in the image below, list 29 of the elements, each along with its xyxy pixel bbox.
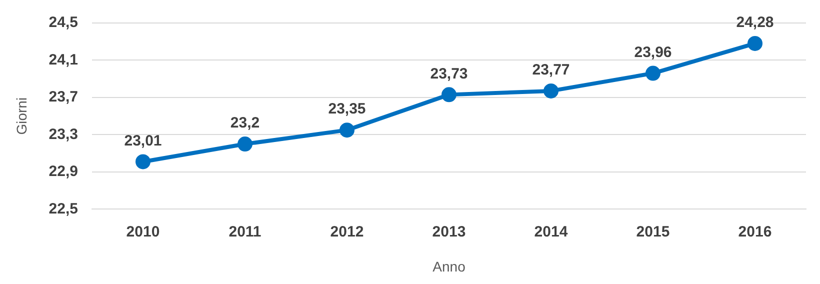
data-label: 24,28 — [736, 14, 774, 32]
point — [646, 66, 660, 81]
data-label: 23,77 — [532, 62, 570, 79]
y-axis-title: Giorni — [13, 97, 30, 135]
point — [441, 87, 456, 102]
point — [339, 122, 354, 138]
y-tick-label: 23,3 — [48, 126, 78, 143]
data-label: 23,2 — [230, 114, 260, 132]
x-tick-label: 2011 — [228, 223, 262, 240]
y-tick-label: 22,5 — [48, 200, 78, 218]
y-tick-label: 24,1 — [48, 51, 78, 68]
data-label: 23,96 — [634, 44, 672, 61]
point — [544, 83, 558, 98]
y-tick-label: 24,5 — [48, 14, 78, 32]
x-axis-title: Anno — [432, 258, 466, 274]
x-tick-label: 2015 — [636, 223, 670, 240]
point — [237, 136, 252, 152]
x-tick-label: 2014 — [534, 223, 568, 240]
x-tick-label: 2010 — [126, 223, 160, 240]
data-label: 23,73 — [430, 65, 468, 82]
point — [135, 154, 150, 170]
y-tick-label: 23,7 — [48, 88, 78, 106]
data-label: 23,01 — [124, 132, 162, 150]
y-tick-label: 22,9 — [48, 163, 78, 180]
data-label: 23,35 — [328, 100, 366, 118]
x-tick-label: 2013 — [432, 223, 466, 240]
x-tick-label: 2016 — [738, 223, 772, 240]
point — [748, 36, 762, 51]
x-tick-label: 2012 — [330, 223, 364, 240]
